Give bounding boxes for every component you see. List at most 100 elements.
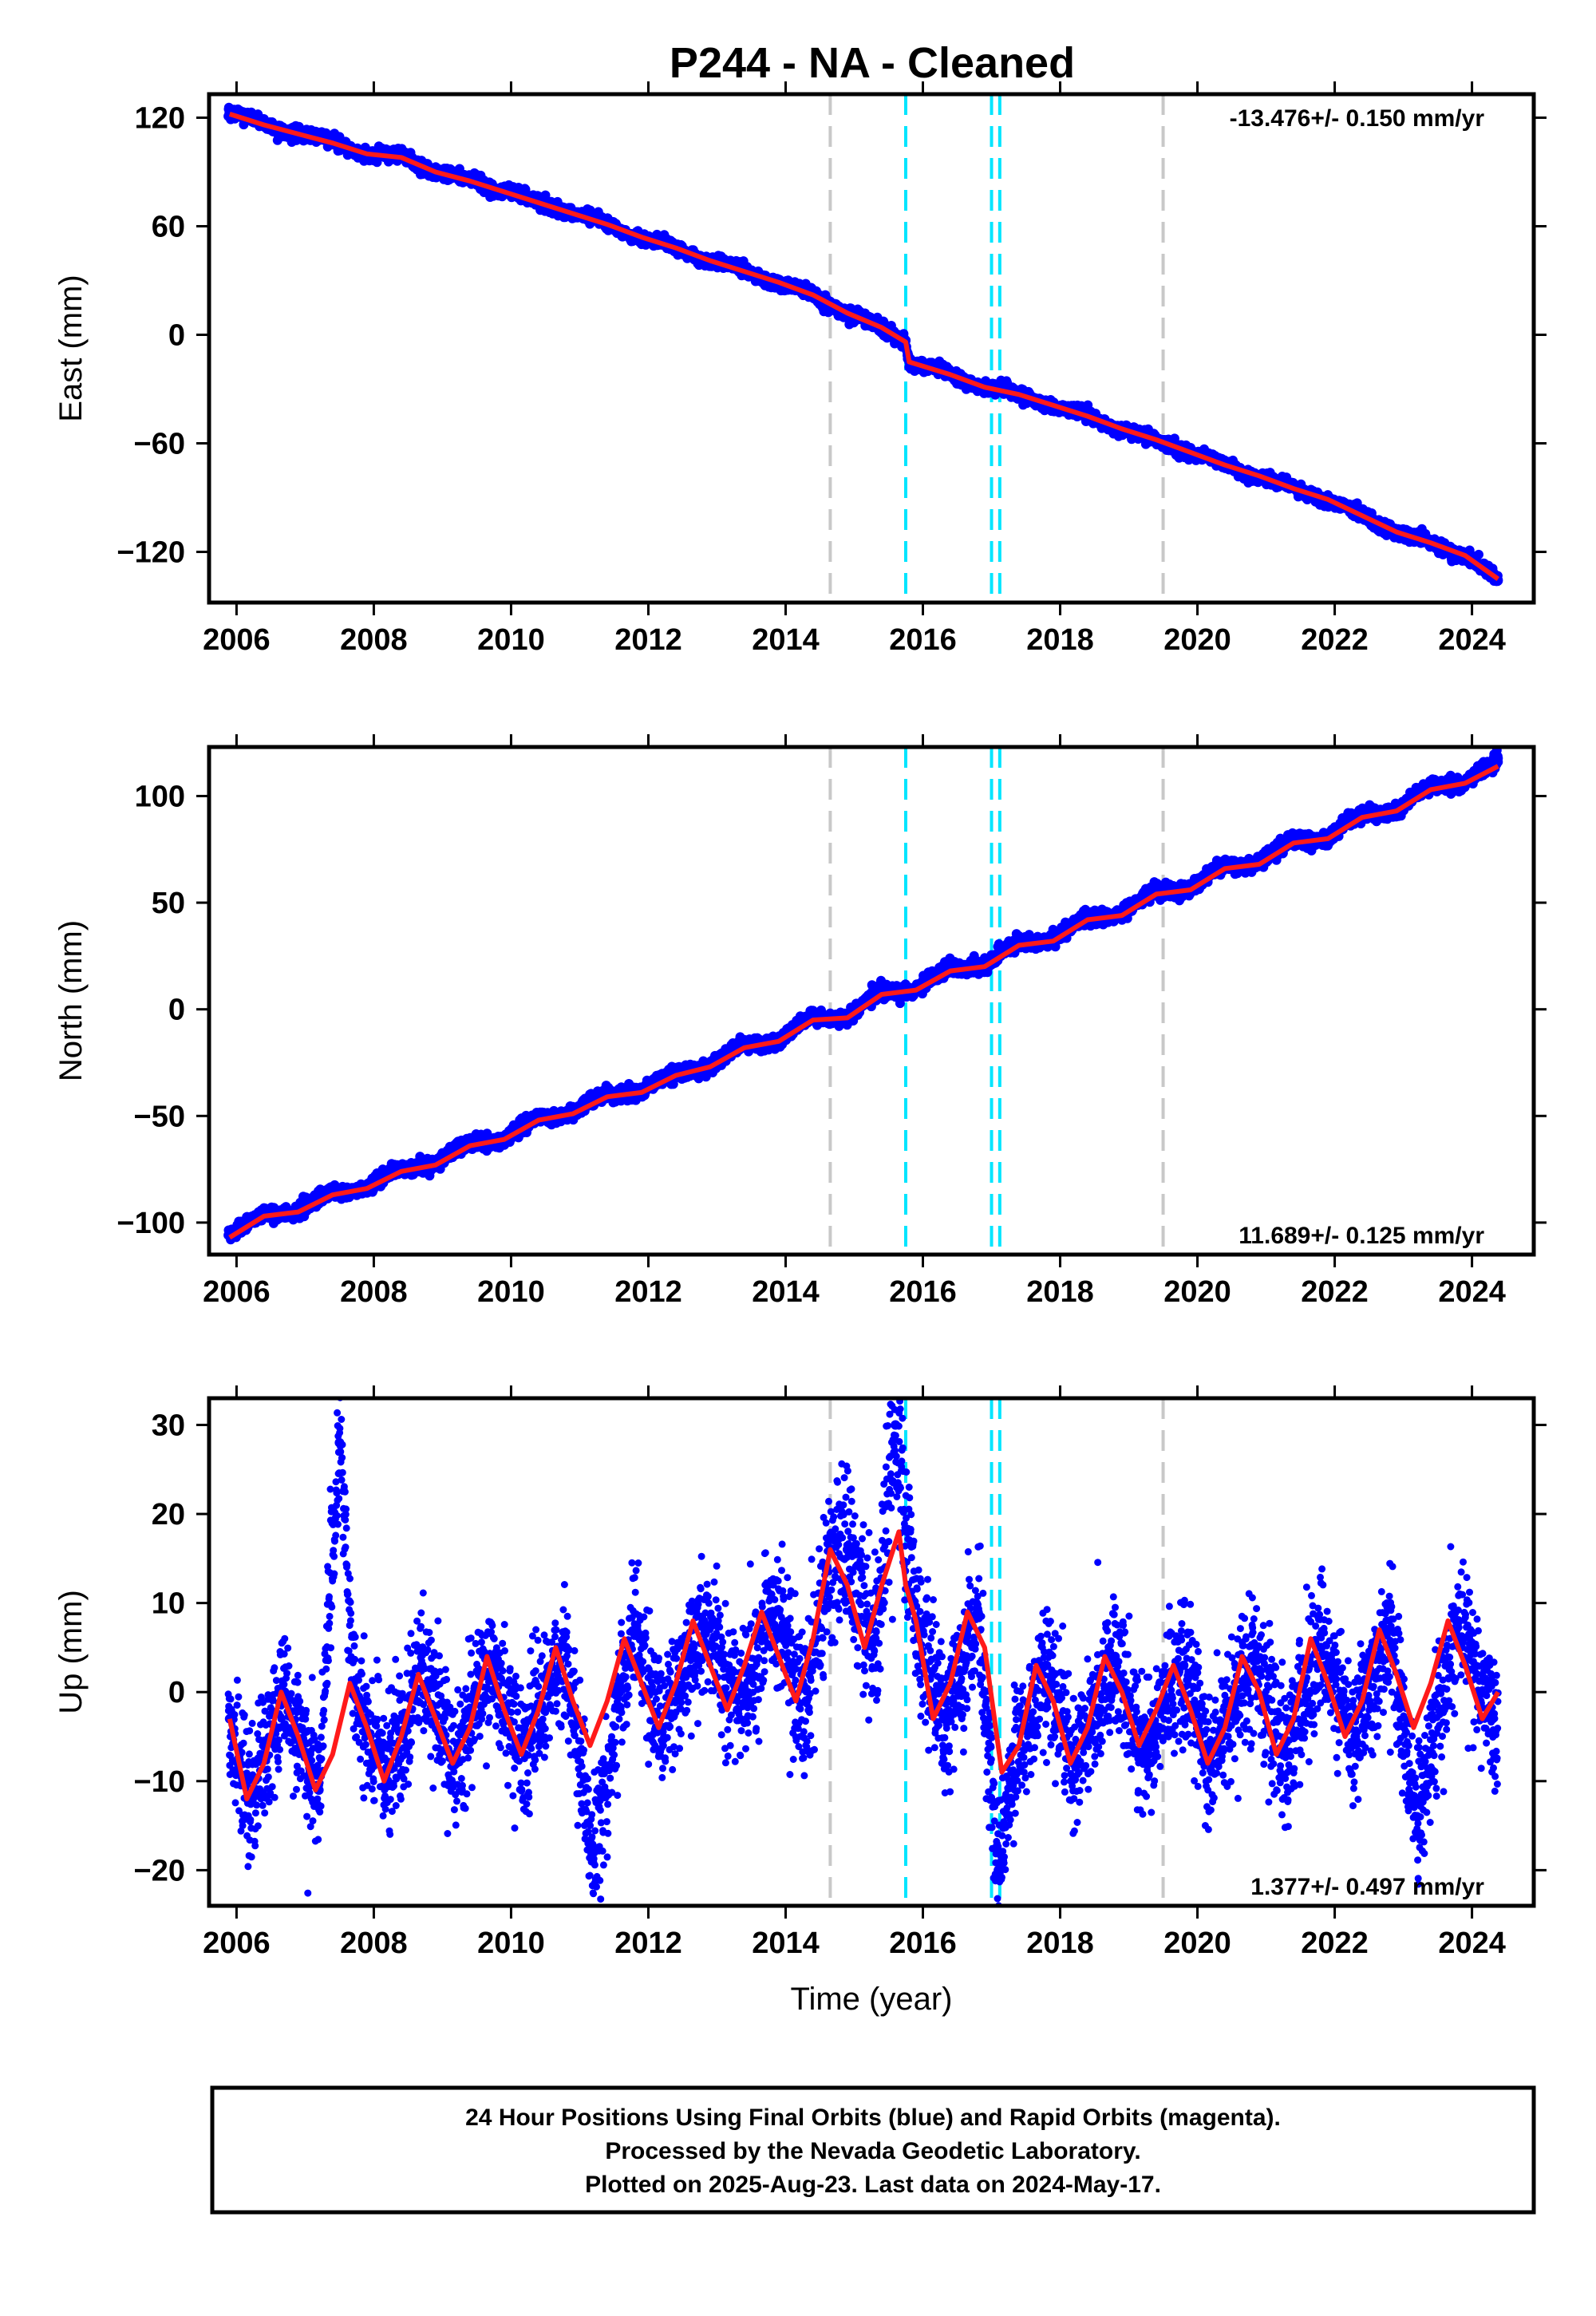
up-data-point <box>973 1607 983 1617</box>
east-velocity-label: -13.476+/- 0.150 mm/yr <box>1230 105 1485 132</box>
x-tick-label: 2024 <box>1438 1275 1506 1309</box>
x-tick-label: 2012 <box>614 1927 682 1960</box>
x-axis-title: Time (year) <box>791 1982 953 2017</box>
north-event-lines <box>828 747 1165 1255</box>
up-data-point <box>1110 1651 1120 1662</box>
footer-line: 24 Hour Positions Using Final Orbits (bl… <box>465 2105 1281 2131</box>
up-data-point <box>1385 1625 1395 1635</box>
up-plot-frame <box>207 1396 1536 1908</box>
y-tick-label: −60 <box>134 428 185 461</box>
north-velocity-label: 11.689+/- 0.125 mm/yr <box>1238 1223 1484 1249</box>
east-panel: 2006 2008 2010 2012 2014 2016 2018 2020 2022 2024… <box>53 81 1547 657</box>
up-data-point <box>1137 1749 1148 1760</box>
up-data-point <box>842 1544 852 1555</box>
y-tick-label: 100 <box>135 780 185 813</box>
x-tick-label: 2012 <box>614 623 682 657</box>
x-tick-label: 2006 <box>203 1927 271 1960</box>
north-y-axis-title: North (mm) <box>53 920 89 1081</box>
up-data-point <box>1412 1812 1422 1822</box>
x-tick-label: 2016 <box>889 1275 957 1309</box>
up-data-point <box>1350 1732 1361 1741</box>
y-tick-label: 10 <box>152 1587 185 1621</box>
up-y-axis-title: Up (mm) <box>53 1590 89 1714</box>
up-data-point <box>1316 1642 1326 1653</box>
x-tick-label: 2020 <box>1163 623 1231 657</box>
y-tick-label: −100 <box>117 1207 185 1240</box>
x-tick-label: 2010 <box>477 1275 545 1309</box>
x-tick-label: 2018 <box>1026 1927 1094 1960</box>
y-tick-label: −50 <box>134 1100 185 1133</box>
x-tick-label: 2018 <box>1026 623 1094 657</box>
y-tick-label: 0 <box>168 994 185 1027</box>
x-tick-label: 2022 <box>1301 1275 1369 1309</box>
up-data-point <box>334 1437 345 1448</box>
x-tick-label: 2012 <box>614 1275 682 1309</box>
figure-title: P244 - NA - Cleaned <box>670 39 1075 87</box>
x-tick-label: 2014 <box>752 1275 820 1309</box>
east-data-points <box>223 102 1503 587</box>
y-tick-label: −20 <box>134 1854 185 1887</box>
up-data-point <box>1453 1615 1464 1626</box>
footer-line: Plotted on 2025-Aug-23. Last data on 202… <box>585 2172 1161 2198</box>
y-tick-label: 20 <box>152 1498 185 1531</box>
east-event-lines <box>828 94 1165 603</box>
footer-border <box>210 2085 1536 2215</box>
x-tick-label: 2014 <box>752 1927 820 1960</box>
up-data-points <box>224 1398 1502 1906</box>
x-tick-label: 2020 <box>1163 1275 1231 1309</box>
x-tick-label: 2022 <box>1301 1927 1369 1960</box>
y-tick-label: −120 <box>117 536 185 570</box>
x-tick-label: 2010 <box>477 623 545 657</box>
up-data-point <box>630 1625 640 1635</box>
up-panel: 2006 2008 2010 2012 2014 2016 2018 2020 2022 2024… <box>53 1385 1547 2017</box>
up-data-point <box>561 1642 571 1653</box>
y-tick-label: 0 <box>168 318 185 352</box>
up-daily-positions <box>224 1398 1502 1906</box>
north-panel: 2006 2008 2010 2012 2014 2016 2018 2020 2022 2024… <box>53 734 1547 1309</box>
east-y-axis-title: East (mm) <box>53 275 89 421</box>
up-data-point <box>1282 1749 1292 1760</box>
up-data-point <box>1247 1651 1258 1662</box>
north-plot-frame <box>207 745 1536 1257</box>
y-tick-label: −10 <box>134 1765 185 1799</box>
east-model-fit-line <box>228 112 1500 581</box>
x-tick-label: 2006 <box>203 1275 271 1309</box>
up-data-point <box>870 1634 880 1644</box>
up-data-point <box>994 1865 1004 1875</box>
y-tick-label: 30 <box>152 1409 185 1442</box>
x-tick-label: 2018 <box>1026 1275 1094 1309</box>
x-tick-label: 2020 <box>1163 1927 1231 1960</box>
up-velocity-label: 1.377+/- 0.497 mm/yr <box>1250 1874 1484 1900</box>
up-data-point <box>733 1705 743 1715</box>
y-tick-label: 60 <box>152 210 185 243</box>
up-data-point <box>1041 1660 1052 1670</box>
x-tick-label: 2024 <box>1438 1927 1506 1960</box>
up-data-point <box>698 1615 709 1626</box>
x-tick-label: 2006 <box>203 623 271 657</box>
up-data-point <box>1487 1713 1498 1724</box>
east-daily-positions <box>223 102 1503 587</box>
up-data-point <box>938 1713 949 1724</box>
x-tick-label: 2008 <box>340 623 408 657</box>
east-plot-frame <box>207 92 1536 605</box>
footer-box: 24 Hour Positions Using Final Orbits (bl… <box>210 2085 1536 2215</box>
up-data-point <box>891 1420 901 1430</box>
up-model-fit-line <box>227 1529 1500 1802</box>
x-tick-label: 2008 <box>340 1927 408 1960</box>
up-data-point <box>767 1607 777 1617</box>
up-data-point <box>1179 1660 1189 1670</box>
x-tick-label: 2008 <box>340 1275 408 1309</box>
up-data-point <box>801 1696 812 1706</box>
footer-line: Processed by the Nevada Geodetic Laborat… <box>605 2138 1140 2164</box>
up-data-point <box>1007 1767 1017 1777</box>
y-tick-label: 50 <box>152 887 185 920</box>
north-data-point <box>1493 757 1503 767</box>
y-tick-label: 120 <box>135 101 185 135</box>
up-data-point <box>588 1848 598 1858</box>
y-tick-label: 0 <box>168 1676 185 1709</box>
x-tick-label: 2024 <box>1438 623 1506 657</box>
north-model-fit-line <box>228 764 1499 1240</box>
x-tick-label: 2014 <box>752 623 820 657</box>
x-tick-label: 2010 <box>477 1927 545 1960</box>
